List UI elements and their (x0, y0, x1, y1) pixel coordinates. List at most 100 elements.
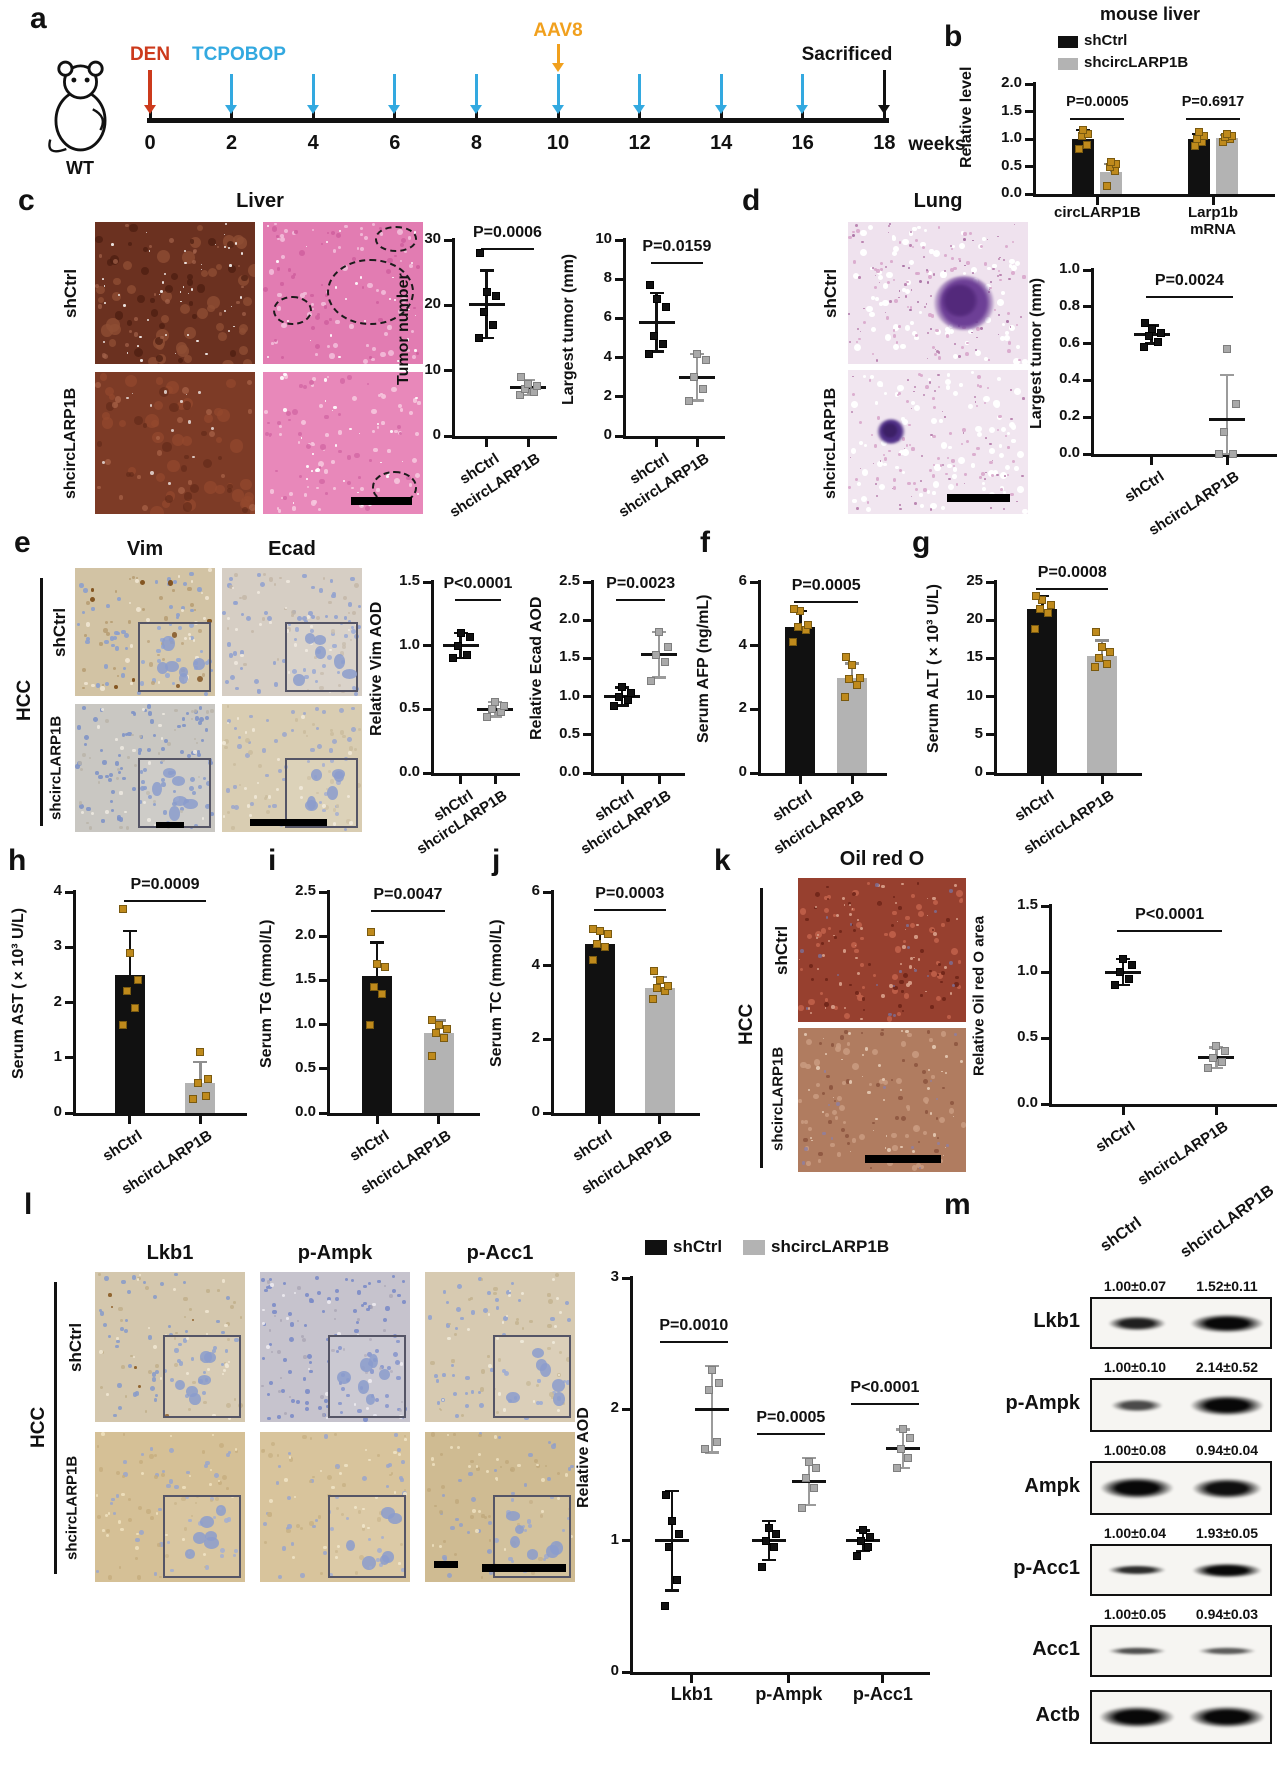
tissue-dot (559, 1311, 563, 1315)
tissue-dot (129, 644, 134, 648)
tissue-dot (301, 1338, 306, 1343)
tissue-dot (1013, 224, 1015, 226)
tissue-dot (877, 901, 883, 907)
tissue-dot (181, 386, 189, 394)
tissue-dot (414, 431, 420, 436)
tissue-dot (91, 607, 95, 611)
tissue-dot (130, 682, 133, 685)
tissue-dot (277, 1389, 281, 1393)
tissue-dot (190, 1514, 194, 1517)
data-point (840, 692, 849, 701)
tissue-dot (895, 341, 898, 344)
y-tick (615, 434, 623, 438)
tissue-dot (336, 670, 341, 675)
tissue-dot (989, 442, 992, 446)
tissue-dot (274, 338, 278, 343)
tissue-dot (881, 994, 885, 998)
tissue-dot (517, 1299, 521, 1303)
tissue-dot (930, 314, 935, 318)
tissue-dot (539, 1514, 544, 1518)
tissue-dot (226, 627, 230, 630)
tissue-dot (399, 259, 403, 263)
tissue-dot (382, 1328, 386, 1332)
tissue-dot (114, 590, 118, 593)
tissue-dot (917, 1141, 921, 1144)
tissue-dot (335, 1464, 340, 1469)
inset-nucleus (526, 1549, 539, 1561)
tissue-dot (339, 651, 345, 657)
tissue-dot (456, 1445, 460, 1449)
tissue-dot (157, 752, 160, 755)
tissue-dot (397, 1293, 401, 1298)
tissue-dot (274, 738, 278, 743)
tissue-dot (176, 400, 186, 410)
tissue-dot (189, 572, 194, 577)
tissue-dot (547, 1323, 552, 1329)
tissue-dot (851, 891, 856, 896)
tissue-dot (101, 461, 105, 465)
tissue-dot (366, 1406, 370, 1410)
tissue-dot (932, 896, 936, 901)
tissue-dot (246, 379, 252, 386)
p-value: P=0.0024 (1154, 271, 1224, 289)
tissue-dot (899, 504, 901, 506)
tissue-dot (510, 1281, 514, 1286)
data-point (615, 692, 624, 701)
tissue-dot (224, 679, 230, 685)
tissue-dot (914, 335, 919, 341)
tissue-dot (959, 1059, 964, 1064)
tissue-dot (190, 602, 195, 607)
tissue-dot (183, 1527, 188, 1531)
mean-line (654, 1539, 689, 1543)
tissue-dot (358, 475, 362, 479)
data-point (858, 1526, 867, 1535)
y-tick (543, 890, 551, 894)
tissue-dot (925, 990, 927, 992)
tissue-dot (808, 963, 814, 969)
tissue-dot (903, 448, 905, 450)
inset-box (285, 621, 358, 693)
tissue-dot (909, 308, 912, 311)
tissue-dot (197, 225, 204, 232)
tissue-dot (892, 477, 897, 482)
tissue-dot (863, 320, 867, 324)
tissue-dot (99, 749, 103, 753)
tissue-dot (261, 1449, 265, 1453)
y-axis-label: Relative Ecad AOD (528, 596, 545, 741)
tissue-dot (288, 1395, 291, 1398)
tissue-dot (843, 1048, 851, 1056)
tissue-dot (898, 450, 904, 456)
tissue-dot (901, 437, 906, 441)
tissue-dot (261, 1384, 264, 1388)
tissue-dot (173, 789, 177, 794)
tissue-dot (326, 241, 329, 244)
bar (1027, 608, 1058, 773)
tissue-dot (168, 622, 173, 627)
tissue-dot (120, 766, 124, 770)
tissue-dot (815, 891, 821, 897)
tissue-dot (834, 1045, 841, 1053)
tissue-dot (362, 1476, 368, 1482)
tissue-dot (177, 575, 181, 578)
tissue-dot (153, 1397, 158, 1402)
tissue-dot (120, 673, 125, 678)
tissue-dot (970, 370, 975, 375)
tissue-dot (981, 472, 986, 476)
panel-k-title: Oil red O (839, 848, 925, 870)
tissue-dot (380, 392, 383, 396)
tissue-dot (966, 261, 970, 265)
data-point (1032, 591, 1041, 600)
tissue-dot (234, 628, 238, 632)
tissue-dot (190, 580, 194, 583)
tissue-dot (263, 286, 269, 292)
tissue-dot (872, 463, 875, 465)
tissue-dot (108, 1292, 112, 1297)
tissue-dot (487, 1291, 492, 1296)
tissue-dot (901, 417, 905, 421)
col-label-lkb1: Lkb1 (146, 1242, 194, 1264)
tissue-dot (841, 896, 845, 900)
tissue-dot (906, 280, 909, 283)
error-bar (799, 610, 802, 627)
tissue-dot (874, 401, 879, 406)
tissue-dot (531, 1570, 536, 1575)
